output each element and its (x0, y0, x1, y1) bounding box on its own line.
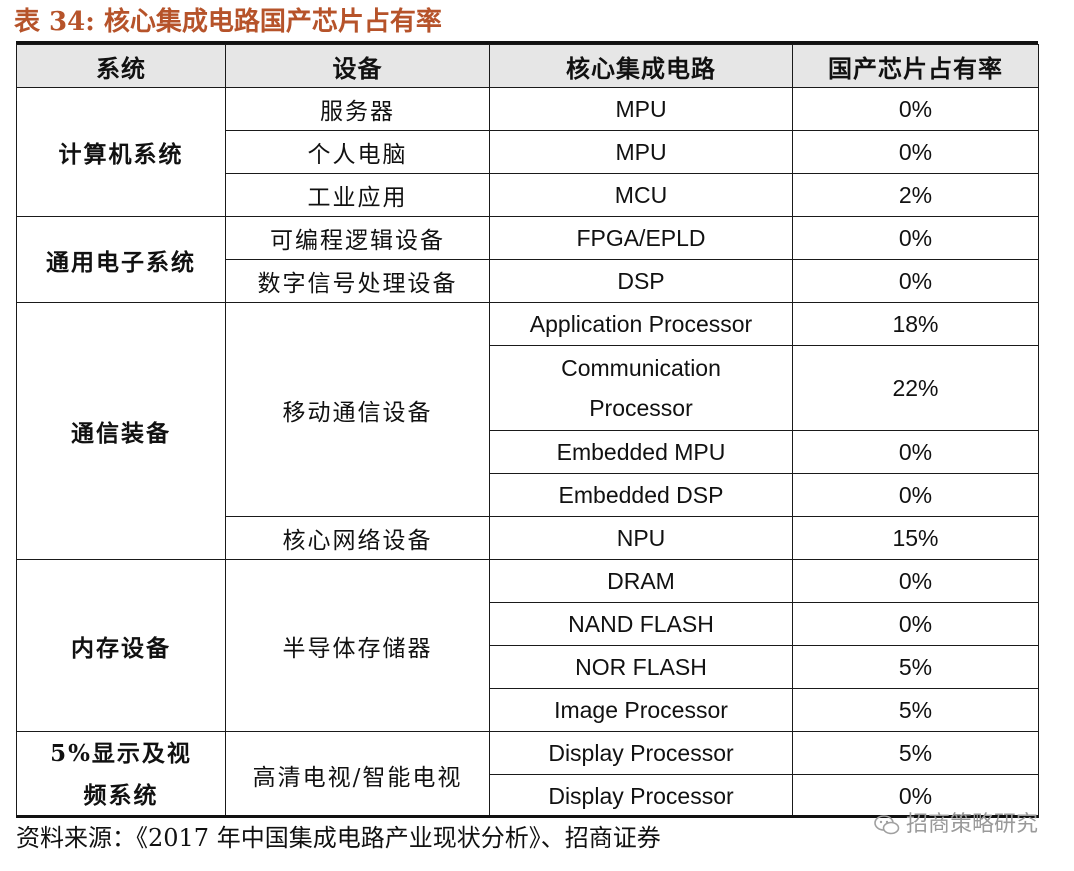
system-cell: 内存设备 (16, 559, 226, 732)
share-cell: 5% (792, 731, 1039, 775)
table-row: Image Processor 5% (17, 688, 1039, 732)
watermark-text: 招商策略研究 (905, 812, 1038, 837)
ic-share-table: 系统 设备 核心集成电路 国产芯片占有率 计算机系统 服务器 MPU 0% 个人… (16, 44, 1039, 818)
table-row: 计算机系统 服务器 MPU 0% (16, 87, 1039, 217)
bottom-rule (16, 815, 1038, 818)
watermark: 招商策略研究 (874, 808, 1038, 842)
ic-cell: Communication Processor (489, 345, 793, 431)
share-cell: 0% (792, 473, 1039, 517)
table-row: 内存设备 半导体存储器 DRAM 0% (16, 559, 1039, 732)
device-cell: 服务器 (225, 87, 490, 131)
ic-cell: NAND FLASH (489, 602, 793, 646)
table-row: 5%显示及视频系统 高清电视/智能电视 Display Processor 5% (16, 731, 1039, 818)
table-title: 表 34: 核心集成电路国产芯片占有率 (14, 7, 442, 37)
share-cell: 22% (792, 345, 1039, 431)
ic-cell: Embedded MPU (489, 430, 793, 474)
header-domestic-share: 国产芯片占有率 (792, 44, 1039, 88)
ic-cell: MCU (489, 173, 793, 217)
ic-cell: MPU (489, 130, 793, 174)
wechat-icon (874, 815, 900, 835)
share-cell: 0% (792, 216, 1039, 260)
ic-cell: Display Processor (489, 774, 793, 818)
ic-cell: Image Processor (489, 688, 793, 732)
table-row: 通信装备 移动通信设备 Application Processor 18% (16, 302, 1039, 560)
ic-cell: Application Processor (489, 302, 793, 346)
header-system: 系统 (16, 44, 226, 88)
table-row: Embedded MPU 0% (17, 430, 1039, 474)
share-cell: 0% (792, 559, 1039, 603)
table-row: 核心网络设备 NPU 15% (17, 516, 1039, 560)
table-row: 个人电脑 MPU 0% (17, 130, 1039, 174)
table-row: 通用电子系统 可编程逻辑设备 FPGA/EPLD 0% (16, 216, 1039, 303)
table-row: Embedded DSP 0% (17, 473, 1039, 517)
header-device: 设备 (225, 44, 490, 88)
ic-cell: Display Processor (489, 731, 793, 775)
top-rule (16, 41, 1038, 45)
share-cell: 5% (792, 645, 1039, 689)
share-cell: 0% (792, 602, 1039, 646)
share-cell: 5% (792, 688, 1039, 732)
ic-cell: MPU (489, 87, 793, 131)
device-cell: 移动通信设备 (225, 302, 490, 517)
table-header-row: 系统 设备 核心集成电路 国产芯片占有率 (16, 44, 1039, 88)
share-cell: 15% (792, 516, 1039, 560)
source-note: 资料来源：《2017 年中国集成电路产业现状分析》、招商证券 (16, 824, 661, 852)
share-cell: 0% (792, 87, 1039, 131)
device-cell: 可编程逻辑设备 (225, 216, 490, 260)
system-cell: 通信装备 (16, 302, 226, 560)
share-cell: 0% (792, 259, 1039, 303)
device-cell: 高清电视/智能电视 (225, 731, 490, 818)
ic-cell: DSP (489, 259, 793, 303)
table-row: Communication Processor 22% (17, 345, 1039, 431)
system-cell: 通用电子系统 (16, 216, 226, 303)
device-cell: 数字信号处理设备 (225, 259, 490, 303)
system-cell-text: 5%显示及视频系统 (50, 739, 192, 809)
table-row: NOR FLASH 5% (17, 645, 1039, 689)
ic-cell: NPU (489, 516, 793, 560)
ic-cell: NOR FLASH (489, 645, 793, 689)
device-cell: 半导体存储器 (225, 559, 490, 732)
share-cell: 0% (792, 130, 1039, 174)
share-cell: 18% (792, 302, 1039, 346)
share-cell: 0% (792, 430, 1039, 474)
device-cell: 个人电脑 (225, 130, 490, 174)
ic-cell: Embedded DSP (489, 473, 793, 517)
ic-cell: FPGA/EPLD (489, 216, 793, 260)
system-cell: 计算机系统 (16, 87, 226, 217)
device-cell: 核心网络设备 (225, 516, 490, 560)
table-row: 数字信号处理设备 DSP 0% (17, 259, 1039, 303)
header-core-ic: 核心集成电路 (489, 44, 793, 88)
ic-cell: DRAM (489, 559, 793, 603)
share-cell: 2% (792, 173, 1039, 217)
system-cell: 5%显示及视频系统 (16, 731, 226, 818)
device-cell: 工业应用 (225, 173, 490, 217)
ic-cell-text: Communication Processor (561, 355, 721, 421)
